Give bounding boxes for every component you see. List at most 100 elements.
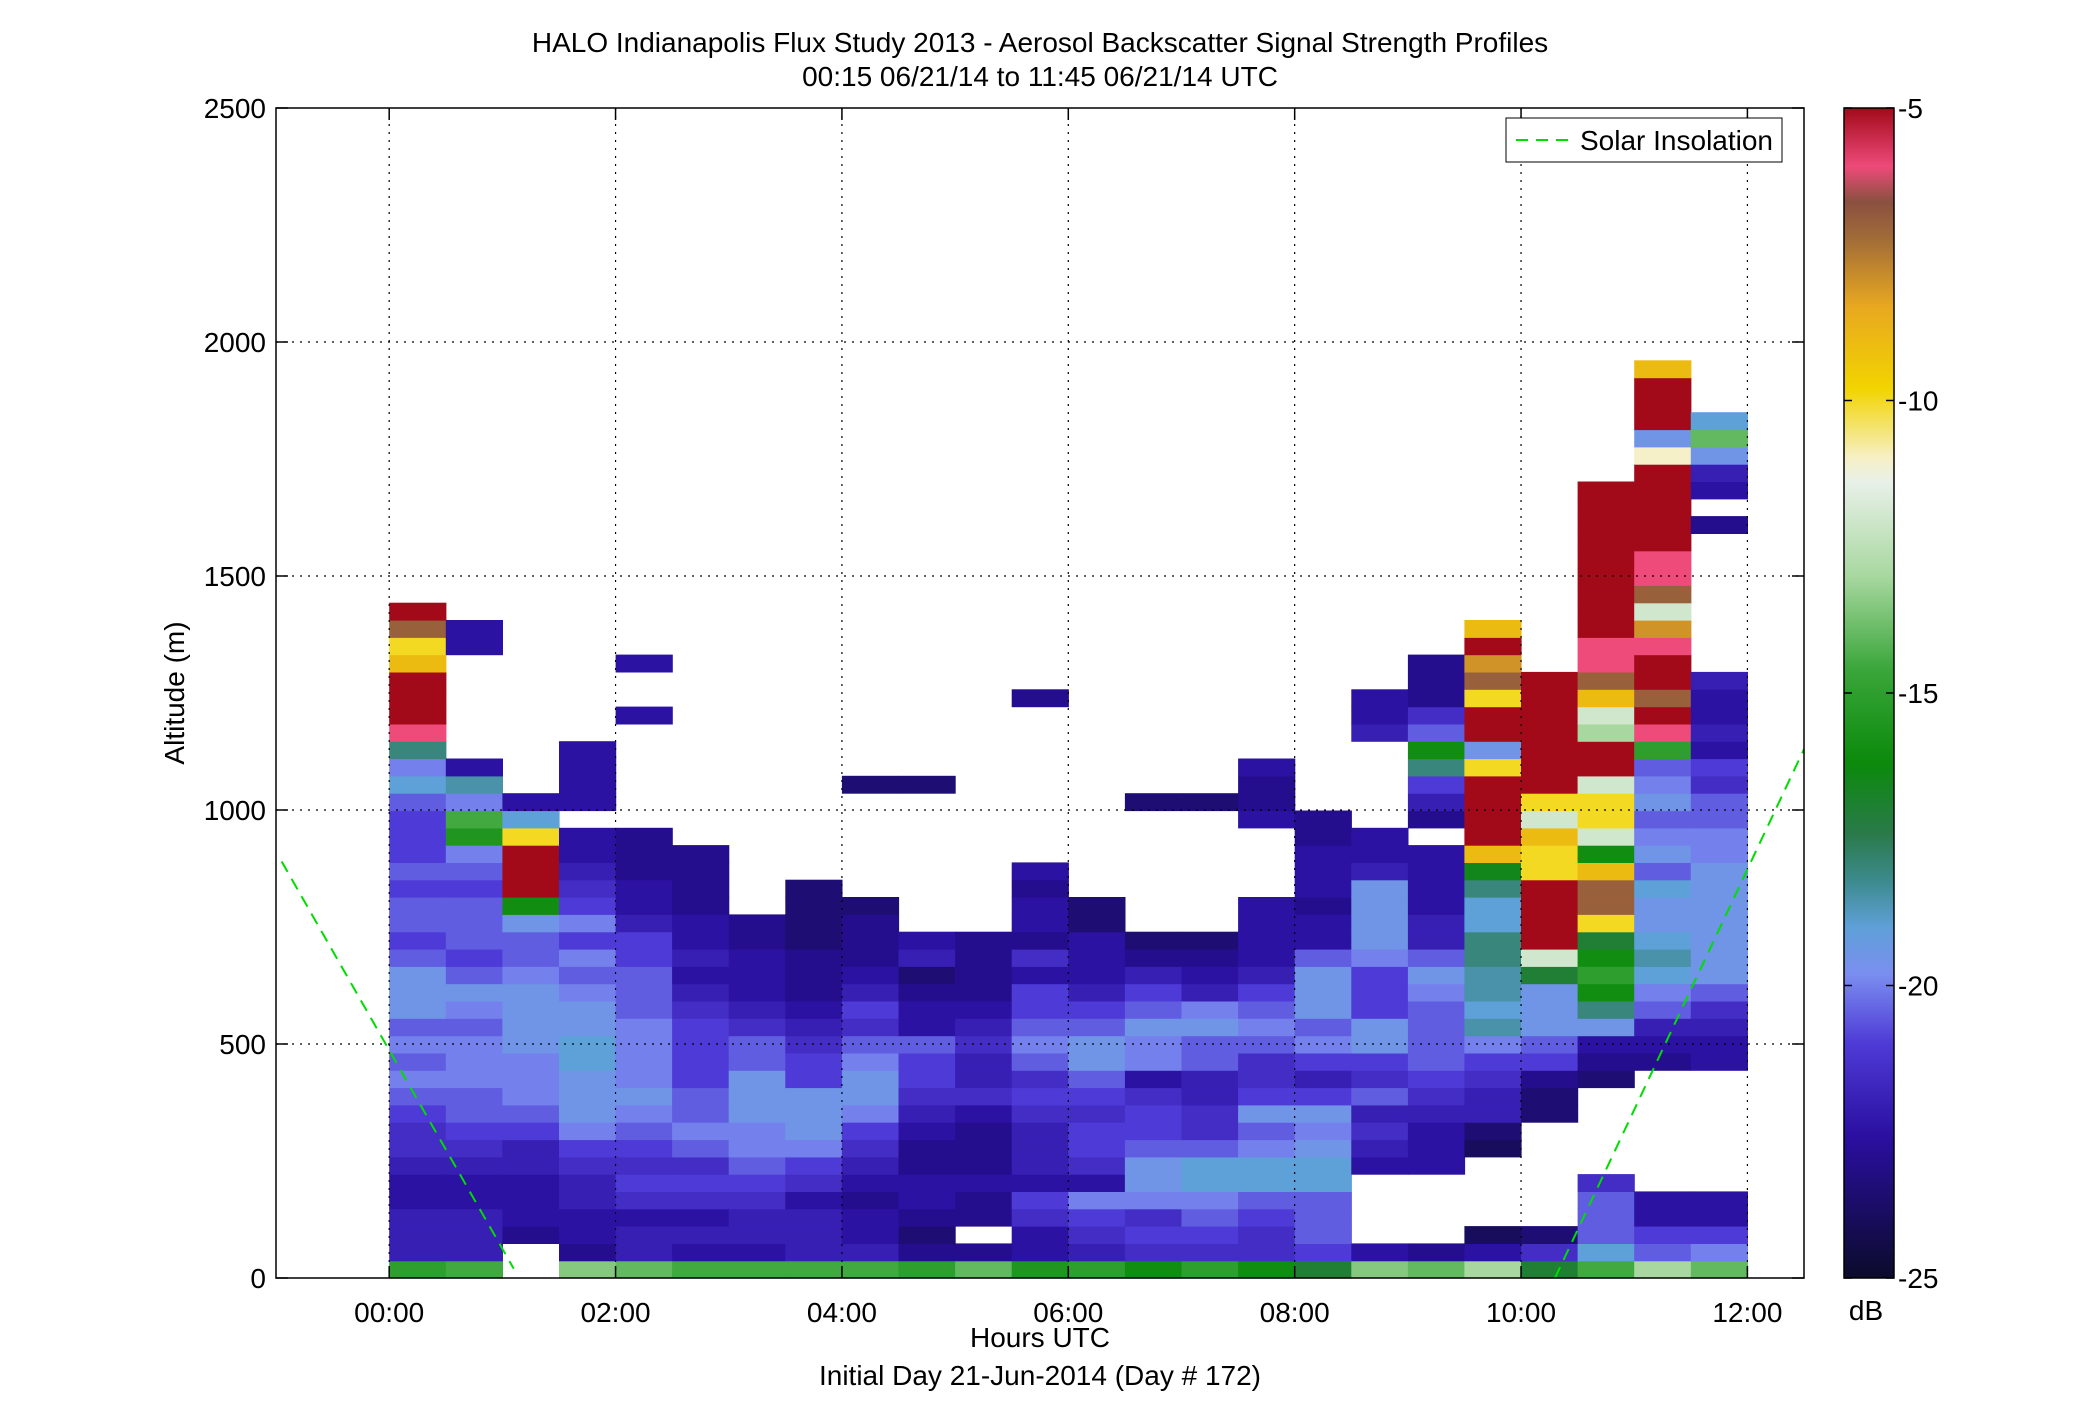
heatmap-cell (559, 775, 617, 794)
heatmap-cell (559, 1052, 617, 1071)
heatmap-cell (1464, 654, 1522, 673)
heatmap-cell (1577, 481, 1635, 500)
heatmap-cell (1577, 879, 1635, 898)
heatmap-cell (1577, 671, 1635, 690)
y-tick-label: 2500 (204, 93, 266, 124)
heatmap-cell (785, 1070, 843, 1089)
heatmap-cell (955, 1018, 1013, 1037)
heatmap-cell (1351, 1139, 1409, 1158)
heatmap-cell (1351, 1070, 1409, 1089)
heatmap-cell (502, 1139, 560, 1158)
heatmap-cell (1464, 966, 1522, 985)
heatmap-cell (1181, 1087, 1239, 1106)
heatmap-cell (898, 1139, 956, 1158)
heatmap-cell (1634, 550, 1692, 569)
heatmap-cell (1634, 1035, 1692, 1054)
heatmap-cell (615, 1104, 673, 1123)
heatmap-cell (1238, 1070, 1296, 1089)
heatmap-cell (1521, 758, 1579, 777)
heatmap-cell (1577, 983, 1635, 1002)
heatmap-cell (1294, 1208, 1352, 1227)
heatmap-cell (615, 1208, 673, 1227)
heatmap-cell (1294, 1070, 1352, 1089)
heatmap-cell (1690, 758, 1748, 777)
heatmap-cell (1577, 620, 1635, 638)
heatmap-cell (1238, 1208, 1296, 1227)
heatmap-cell (502, 931, 560, 950)
heatmap-cell (1634, 498, 1692, 517)
heatmap-cell (1690, 931, 1748, 950)
heatmap-cell (1407, 1260, 1466, 1279)
heatmap-cell (389, 897, 447, 915)
heatmap-cell (445, 810, 503, 829)
heatmap-cell (1351, 1122, 1409, 1141)
heatmap-cell (445, 879, 503, 898)
heatmap-cell (1577, 1000, 1635, 1019)
heatmap-cell (445, 1260, 503, 1279)
heatmap-cell (615, 1191, 673, 1210)
heatmap-cell (841, 1122, 900, 1141)
heatmap-cell (1521, 862, 1579, 881)
heatmap-cell (615, 1052, 673, 1071)
heatmap-cell (389, 1000, 447, 1019)
heatmap-cell (898, 931, 956, 950)
heatmap-cell (1464, 775, 1522, 794)
heatmap-cell (389, 1052, 447, 1071)
heatmap-cell (445, 845, 503, 863)
heatmap-cell (389, 1226, 447, 1244)
heatmap-cell (785, 966, 843, 985)
solar-insolation-series (280, 748, 1805, 1279)
heatmap-cell (955, 966, 1013, 985)
heatmap-cell (1464, 1226, 1522, 1244)
heatmap-cell (728, 1260, 786, 1279)
heatmap-cell (1351, 1035, 1409, 1054)
heatmap-cell (389, 1070, 447, 1089)
colorbar-tick-label: -10 (1898, 386, 1938, 417)
heatmap-cell (1464, 1104, 1522, 1123)
colorbar: -5 -10 -15 -20 -25 dB (1843, 93, 1938, 1326)
heatmap-cell (1634, 394, 1692, 413)
heatmap-cell (1238, 1087, 1296, 1106)
heatmap-cell (1521, 1070, 1579, 1089)
heatmap-cell (1690, 879, 1748, 898)
heatmap-cell (1294, 914, 1352, 933)
heatmap-cell (1068, 1156, 1126, 1175)
heatmap-cell (615, 1000, 673, 1019)
heatmap-cell (672, 1260, 730, 1279)
heatmap-cell (389, 810, 447, 829)
heatmap-cell (898, 949, 956, 967)
heatmap-cell (672, 931, 730, 950)
heatmap-cell (1464, 1052, 1522, 1071)
heatmap-cell (728, 983, 786, 1002)
heatmap-cell (1407, 983, 1466, 1002)
heatmap-cell (1577, 723, 1635, 742)
heatmap-cell (502, 1174, 560, 1192)
chart-subtitle: 00:15 06/21/14 to 11:45 06/21/14 UTC (802, 61, 1278, 92)
heatmap-cell (1068, 949, 1126, 967)
heatmap-cell (445, 862, 503, 881)
heatmap-cell (1011, 983, 1069, 1002)
heatmap-cell (841, 1243, 900, 1262)
heatmap-cell (672, 845, 730, 863)
heatmap-cell (1294, 1243, 1352, 1262)
heatmap-cell (1124, 1070, 1183, 1089)
heatmap-cell (559, 1191, 617, 1210)
heatmap-cell (1634, 827, 1692, 846)
x-tick-label: 10:00 (1486, 1297, 1556, 1328)
heatmap-cell (728, 1156, 786, 1175)
heatmap-cell (785, 1156, 843, 1175)
heatmap-cell (955, 1035, 1013, 1054)
heatmap-cell (1351, 949, 1409, 967)
heatmap-cell (1690, 464, 1748, 482)
heatmap-cell (1068, 1260, 1126, 1279)
heatmap-cell (502, 1035, 560, 1054)
heatmap-cell (1181, 1139, 1239, 1158)
heatmap-cell (1181, 949, 1239, 967)
heatmap-cell (1634, 481, 1692, 500)
heatmap-cell (1238, 914, 1296, 933)
heatmap-cell (1690, 775, 1748, 794)
heatmap-cell (898, 1260, 956, 1279)
heatmap-cell (615, 1156, 673, 1175)
heatmap-cell (1351, 914, 1409, 933)
heatmap-cell (389, 1191, 447, 1210)
